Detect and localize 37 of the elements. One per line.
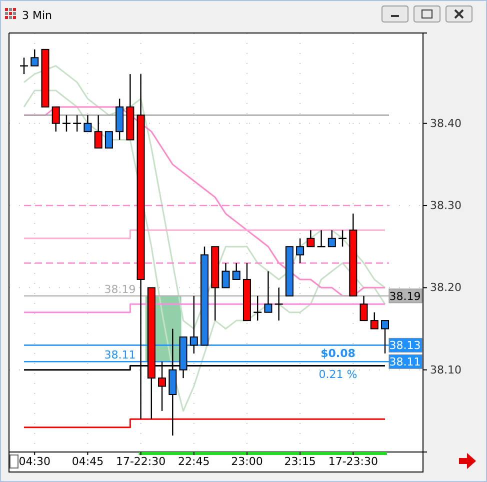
ref-line-label: 38.13 bbox=[389, 339, 421, 352]
candlestick bbox=[84, 114, 92, 132]
candlestick bbox=[381, 320, 389, 354]
candlestick bbox=[30, 48, 39, 66]
x-tick-label: 23:00 bbox=[231, 454, 263, 468]
ref-line-label: 38.11 bbox=[389, 356, 421, 369]
candlestick bbox=[360, 295, 368, 322]
ref-line-label: 38.19 bbox=[389, 290, 421, 303]
candlestick bbox=[328, 230, 336, 248]
candlestick bbox=[254, 295, 262, 322]
y-tick-label: 38.10 bbox=[430, 363, 462, 376]
x-tick-label: 17-22:30 bbox=[116, 454, 166, 468]
y-tick-label: 38.20 bbox=[430, 281, 462, 294]
x-tick-label: 17-23:30 bbox=[328, 454, 378, 468]
candlestick bbox=[104, 131, 113, 149]
line-series bbox=[23, 65, 386, 330]
candlestick bbox=[94, 114, 102, 149]
candlestick bbox=[370, 312, 378, 330]
x-tick-label: 04:30 bbox=[18, 454, 50, 468]
line-series bbox=[23, 90, 386, 412]
annotation: 38.19 bbox=[104, 282, 136, 296]
candlestick bbox=[296, 238, 304, 264]
annotation: 0.21 % bbox=[318, 368, 358, 381]
x-tick-label: 23:15 bbox=[284, 454, 316, 468]
candlestick bbox=[232, 262, 240, 280]
y-tick-label: 38.30 bbox=[430, 199, 462, 212]
x-tick-label: 22:45 bbox=[178, 454, 210, 468]
y-tick-label: 38.40 bbox=[430, 116, 462, 130]
candlestick bbox=[190, 295, 198, 354]
annotation: 38.11 bbox=[104, 348, 136, 362]
candlestick bbox=[52, 106, 60, 132]
annotation: $0.08 bbox=[320, 347, 356, 360]
x-tick-label: 04:45 bbox=[72, 454, 104, 468]
candlestick bbox=[306, 230, 315, 248]
candlestick bbox=[222, 262, 230, 288]
chart-title: 3 Min bbox=[22, 9, 52, 22]
candlestick bbox=[264, 270, 272, 313]
